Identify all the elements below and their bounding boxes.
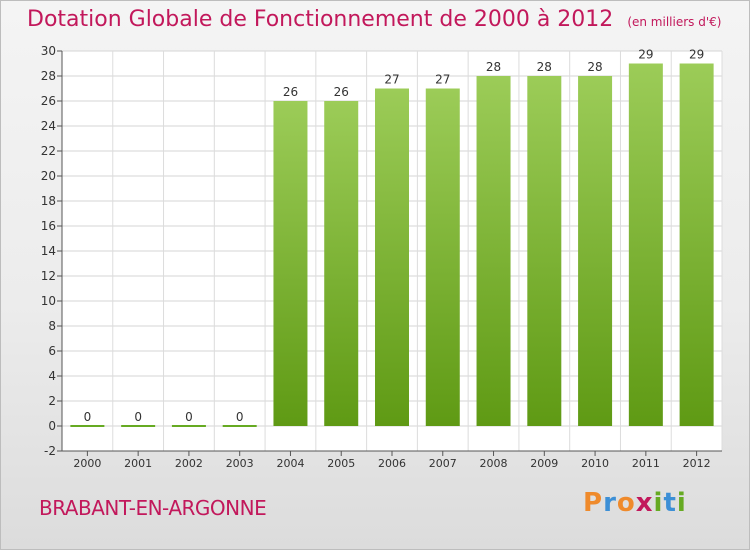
y-tick-label: 28 [41, 69, 56, 83]
data-label: 0 [84, 410, 92, 424]
y-tick-label: 20 [41, 169, 56, 183]
y-tick-label: 6 [48, 344, 56, 358]
data-label: 28 [486, 60, 501, 74]
commune-name: BRABANT-EN-ARGONNE [39, 496, 267, 520]
proxiti-logo: Proxiti [583, 488, 687, 518]
data-label: 26 [334, 85, 349, 99]
chart-unit: (en milliers d'€) [627, 15, 722, 29]
y-tick-label: 0 [48, 419, 56, 433]
x-tick-label: 2009 [530, 457, 558, 470]
x-tick-label: 2005 [327, 457, 355, 470]
data-label: 27 [384, 73, 399, 87]
chart-title-text: Dotation Globale de Fonctionnement de 20… [27, 7, 614, 32]
x-tick-label: 2007 [429, 457, 457, 470]
y-tick-label: 24 [41, 119, 56, 133]
bar [324, 101, 359, 426]
chart-title: Dotation Globale de Fonctionnement de 20… [27, 7, 721, 32]
x-tick-label: 2004 [276, 457, 304, 470]
x-tick-label: 2006 [378, 457, 406, 470]
x-tick-label: 2011 [632, 457, 660, 470]
y-tick-label: -2 [44, 444, 56, 458]
y-tick-label: 8 [48, 319, 56, 333]
data-label: 28 [537, 60, 552, 74]
y-tick-label: 26 [41, 94, 56, 108]
bar [628, 63, 663, 426]
data-label: 0 [134, 410, 142, 424]
y-tick-label: 16 [41, 219, 56, 233]
x-tick-label: 2010 [581, 457, 609, 470]
bar [679, 63, 714, 426]
y-tick-label: 2 [48, 394, 56, 408]
x-tick-label: 2001 [124, 457, 152, 470]
x-tick-label: 2003 [226, 457, 254, 470]
x-tick-label: 2008 [480, 457, 508, 470]
data-label: 0 [236, 410, 244, 424]
y-tick-label: 22 [41, 144, 56, 158]
x-tick-label: 2012 [683, 457, 711, 470]
data-label: 28 [587, 60, 602, 74]
y-tick-label: 12 [41, 269, 56, 283]
bar [273, 101, 308, 426]
bar [425, 88, 460, 426]
y-tick-label: 4 [48, 369, 56, 383]
x-tick-label: 2002 [175, 457, 203, 470]
bar [578, 76, 613, 426]
x-tick-label: 2000 [73, 457, 101, 470]
y-tick-label: 18 [41, 194, 56, 208]
data-label: 29 [638, 48, 653, 62]
bar [527, 76, 562, 426]
y-tick-label: 30 [41, 44, 56, 58]
data-label: 27 [435, 73, 450, 87]
y-tick-label: 10 [41, 294, 56, 308]
data-label: 29 [689, 48, 704, 62]
data-label: 0 [185, 410, 193, 424]
bar [476, 76, 511, 426]
y-tick-label: 14 [41, 244, 56, 258]
bar [375, 88, 409, 426]
data-label: 26 [283, 85, 298, 99]
